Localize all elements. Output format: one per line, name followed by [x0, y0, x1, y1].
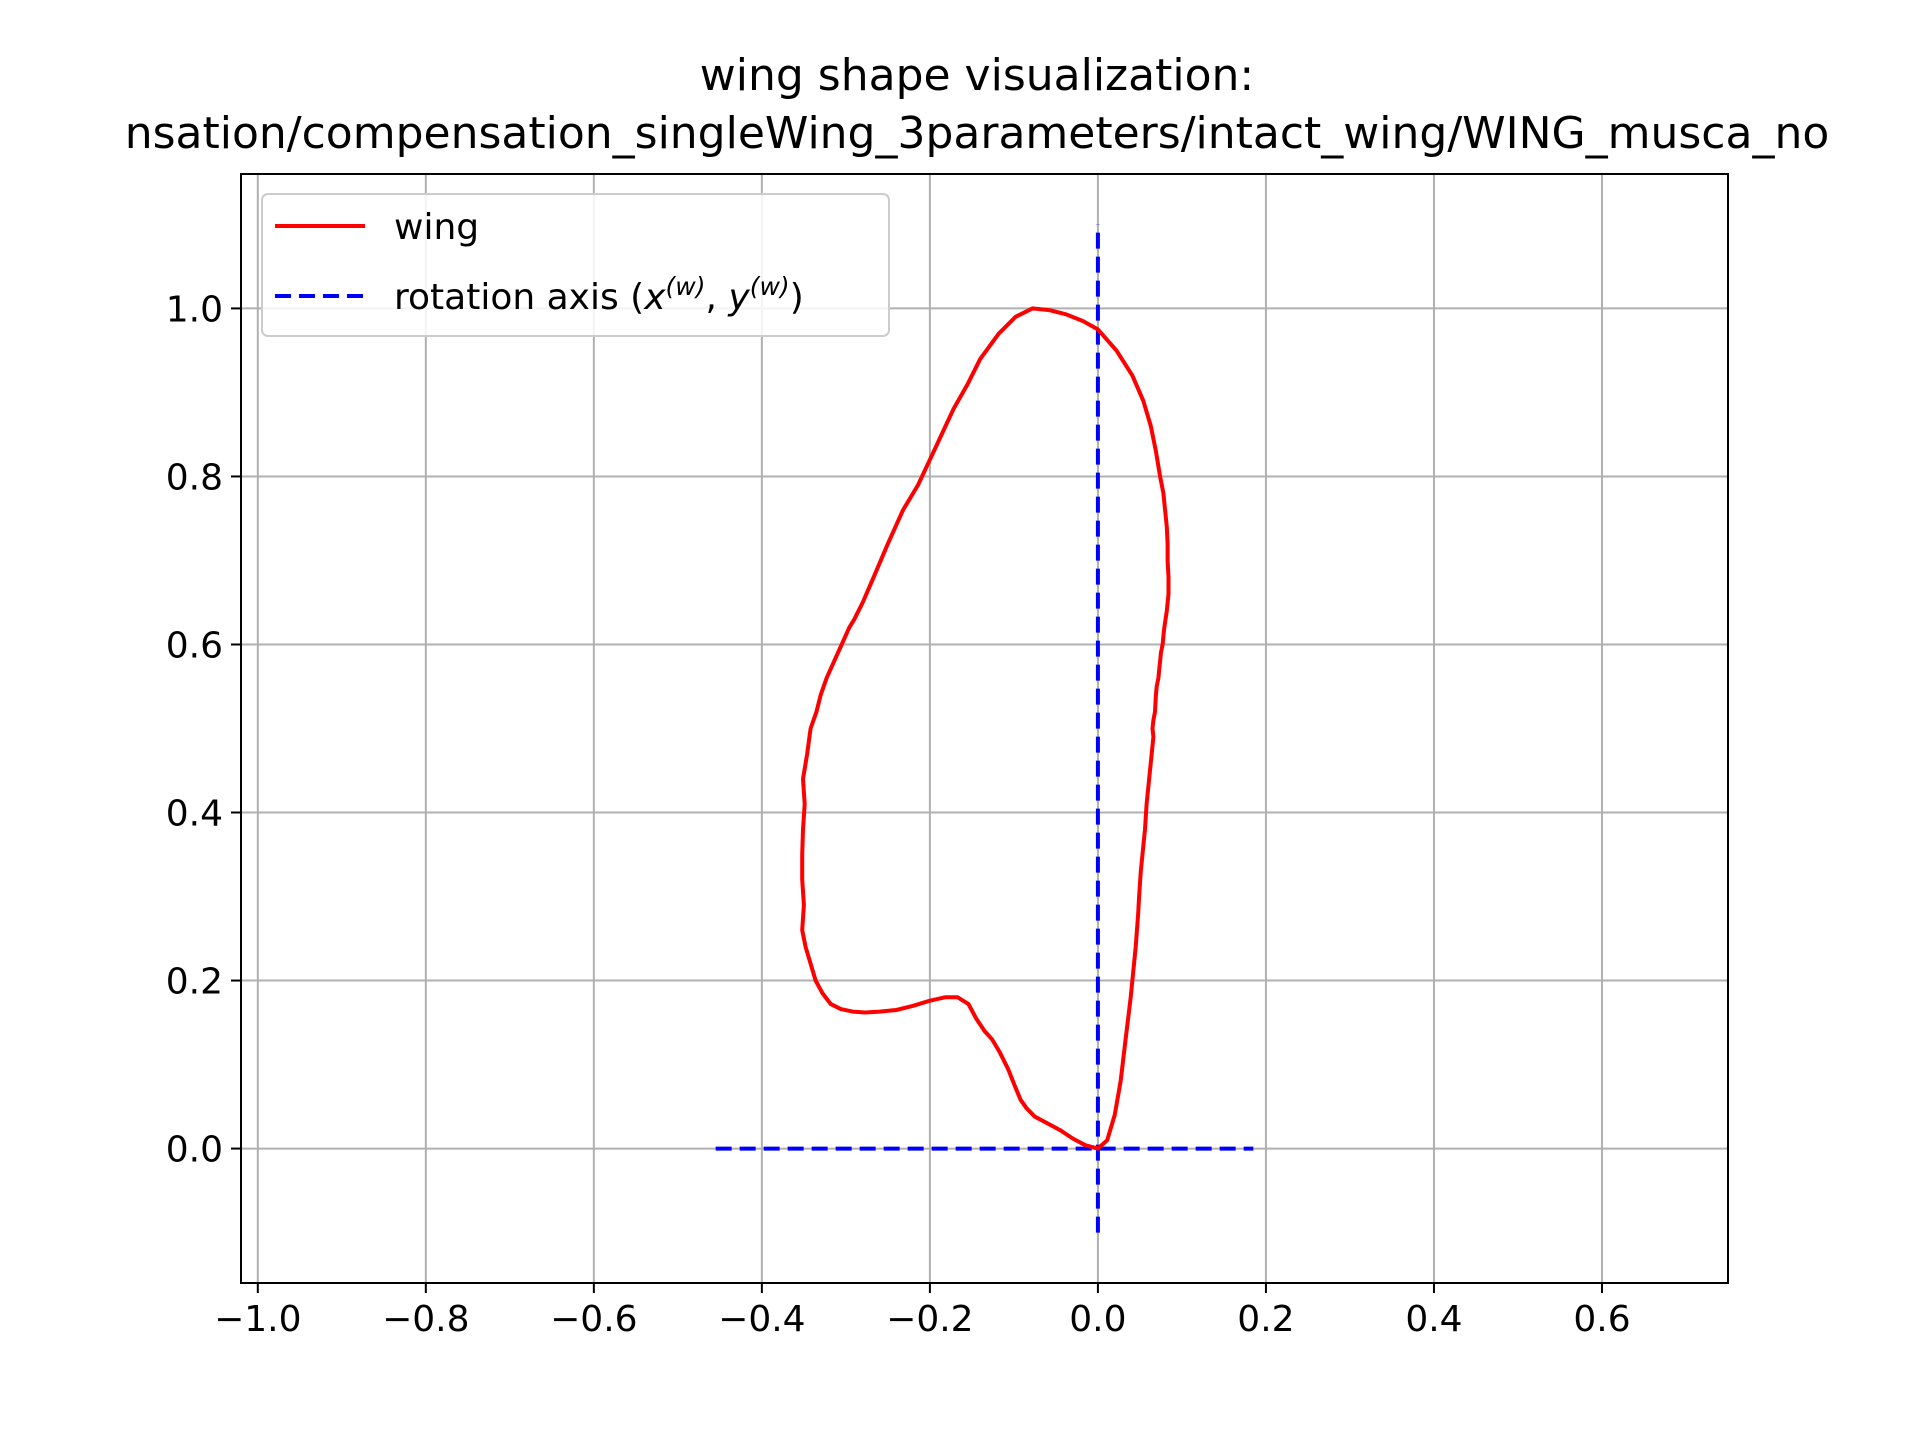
legend-axis-x-sup: (w) [666, 272, 706, 301]
y-tick-label: 0.2 [166, 962, 223, 1003]
legend-axis-suffix: ) [790, 277, 804, 318]
y-tick-label: 0.4 [166, 794, 223, 835]
legend-axis-label: rotation axis (x(w), y(w)) [394, 272, 804, 318]
axis-ticks: −1.0 −0.8 −0.6 −0.4 −0.2 0.0 0.2 0.4 0.6 0.0 0.2 0.… [166, 289, 1631, 1340]
x-tick-label: 0.0 [1069, 1299, 1126, 1340]
y-tick-label: 0.8 [166, 457, 223, 498]
x-tick-label: −0.8 [382, 1299, 469, 1340]
x-tick-label: −1.0 [214, 1299, 301, 1340]
plot-frame [240, 173, 1729, 1284]
x-tick-label: 0.2 [1237, 1299, 1294, 1340]
y-tick-label: 1.0 [166, 289, 223, 330]
legend-box [261, 193, 890, 337]
legend-axis-x: x [643, 277, 666, 318]
chart-title: wing shape visualization: [700, 50, 1254, 101]
x-tick-label: −0.4 [718, 1299, 805, 1340]
legend-axis-prefix: rotation axis ( [394, 277, 644, 318]
wing-outline-line [800, 306, 1171, 1151]
series-layer [715, 224, 1254, 1233]
legend-axis-y: y [727, 277, 750, 318]
x-tick-label: −0.2 [886, 1299, 973, 1340]
x-tick-label: 0.4 [1405, 1299, 1462, 1340]
legend-wing-label: wing [394, 207, 479, 248]
legend-axis-y-sup: (w) [750, 272, 790, 301]
legend-axis-sep: , [706, 277, 729, 318]
x-tick-label: 0.6 [1573, 1299, 1630, 1340]
x-tick-label: −0.6 [550, 1299, 637, 1340]
legend: wing rotation axis (x(w), y(w)) [261, 193, 890, 337]
y-tick-label: 0.0 [166, 1130, 223, 1171]
y-tick-label: 0.6 [166, 625, 223, 666]
chart-subtitle: nsation/compensation_singleWing_3paramet… [125, 108, 1830, 159]
